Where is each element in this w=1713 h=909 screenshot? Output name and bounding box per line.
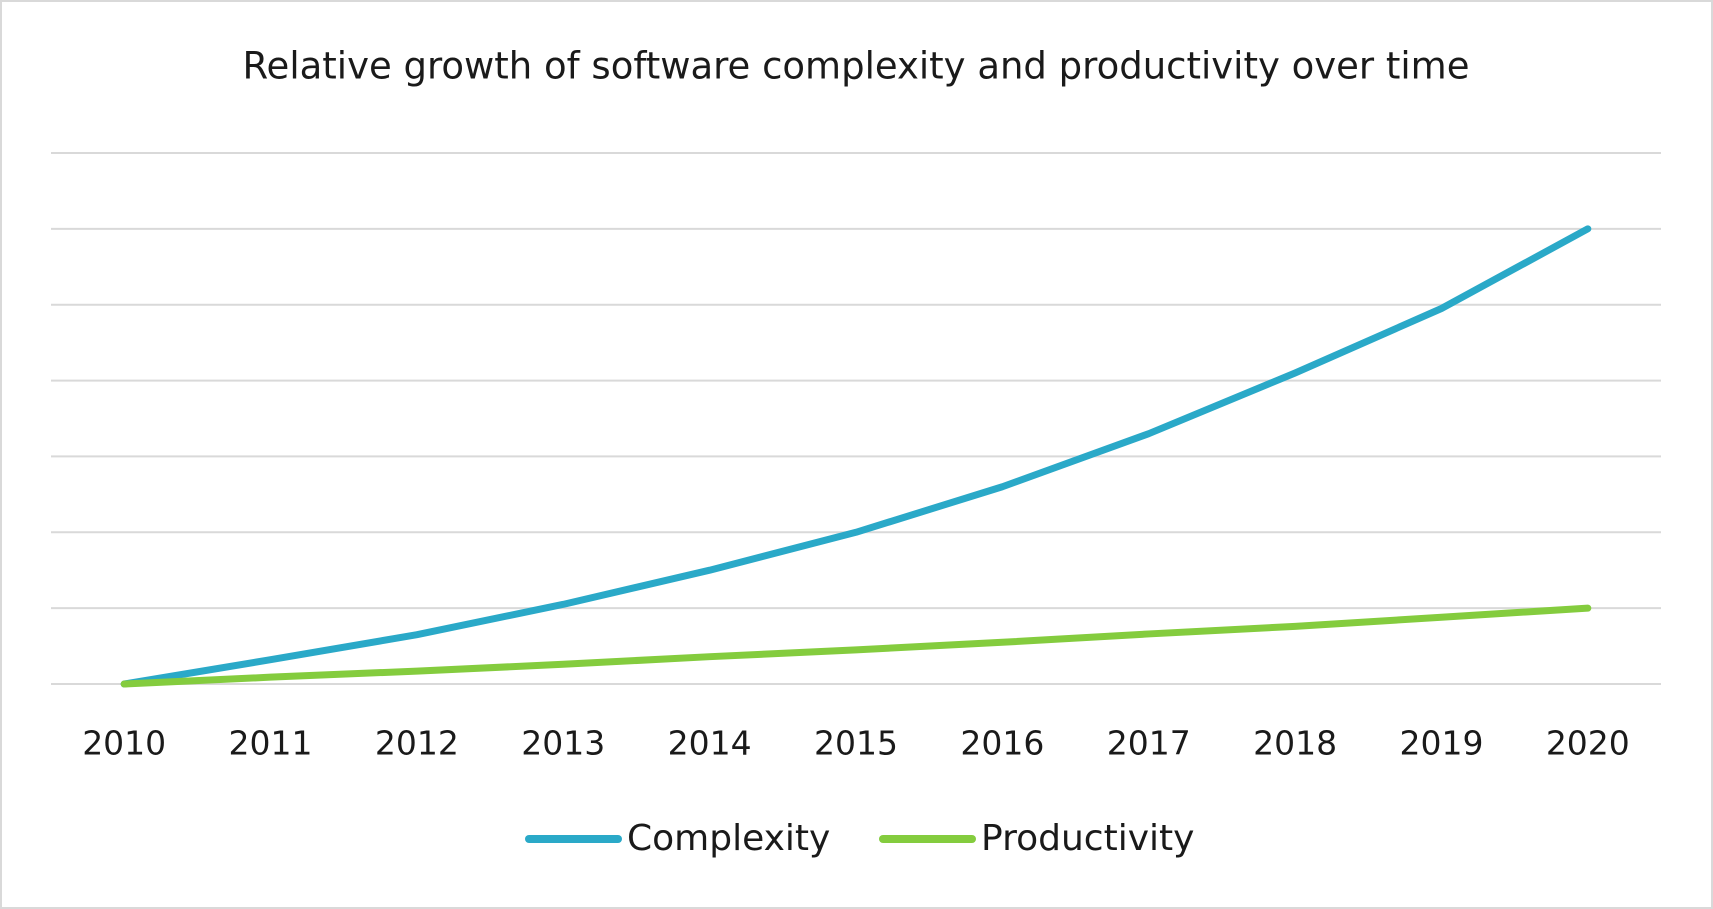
x-tick-label: 2020 (1546, 724, 1630, 763)
data-line (120, 225, 1592, 688)
x-tick-label: 2013 (521, 724, 605, 763)
data-line (120, 604, 1592, 688)
x-tick-label: 2015 (814, 724, 898, 763)
x-tick-label: 2014 (668, 724, 752, 763)
x-tick-label: 2011 (229, 724, 313, 763)
x-tick-label: 2016 (960, 724, 1044, 763)
legend-label: Productivity (981, 818, 1194, 859)
x-tick-label: 2010 (82, 724, 166, 763)
x-tick-label: 2019 (1399, 724, 1483, 763)
x-tick-label: 2012 (375, 724, 459, 763)
chart-title: Relative growth of software complexity a… (243, 45, 1470, 88)
legend-label: Complexity (627, 818, 830, 859)
x-tick-label: 2018 (1253, 724, 1337, 763)
x-tick-label: 2017 (1107, 724, 1191, 763)
